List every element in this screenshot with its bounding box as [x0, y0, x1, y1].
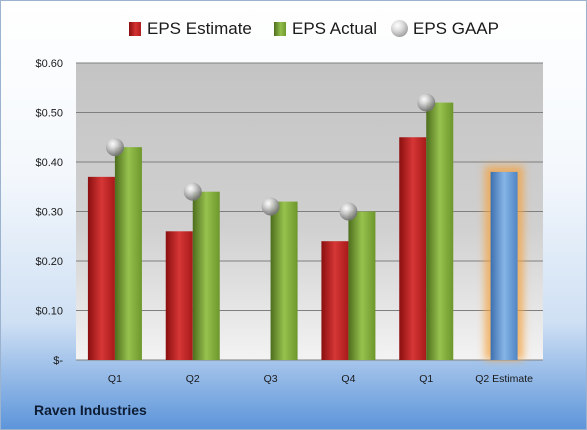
- bar-actual: [270, 201, 298, 360]
- legend-label-gaap: EPS GAAP: [413, 19, 499, 38]
- x-tick-label: Q2 Estimate: [475, 373, 533, 385]
- point-gaap: [183, 182, 202, 201]
- legend-label-estimate: EPS Estimate: [147, 19, 252, 38]
- y-tick-label: $0.60: [35, 58, 63, 70]
- legend-swatch-actual: [274, 22, 286, 36]
- y-tick-label: $0.20: [35, 256, 63, 268]
- y-tick-label: $0.40: [35, 157, 63, 169]
- bar-actual: [348, 211, 376, 360]
- x-tick-label: Q2: [186, 373, 200, 385]
- x-tick-label: Q1: [419, 373, 433, 385]
- legend-label-actual: EPS Actual: [292, 19, 378, 38]
- point-gaap: [339, 202, 358, 221]
- legend-swatch-estimate: [129, 22, 141, 36]
- point-gaap: [417, 93, 436, 112]
- bar-estimate: [399, 137, 427, 360]
- bar-forecast: [490, 171, 518, 360]
- company-name: Raven Industries: [34, 402, 147, 418]
- bar-estimate: [321, 241, 349, 360]
- bar-estimate: [165, 231, 193, 360]
- x-tick-label: Q4: [341, 373, 355, 385]
- y-tick-label: $0.30: [35, 207, 63, 219]
- y-tick-label: $-: [53, 355, 63, 367]
- x-tick-label: Q3: [264, 373, 278, 385]
- y-tick-label: $0.10: [35, 306, 63, 318]
- legend-marker-gaap: [391, 20, 408, 37]
- bar-actual: [426, 102, 454, 360]
- bar-actual: [114, 147, 142, 360]
- legend: EPS Estimate EPS Actual EPS GAAP: [1, 19, 586, 41]
- point-gaap: [261, 197, 280, 216]
- bar-actual: [192, 191, 220, 360]
- bar-estimate: [87, 176, 115, 360]
- point-gaap: [105, 138, 124, 157]
- x-tick-label: Q1: [108, 373, 122, 385]
- y-tick-label: $0.50: [35, 108, 63, 120]
